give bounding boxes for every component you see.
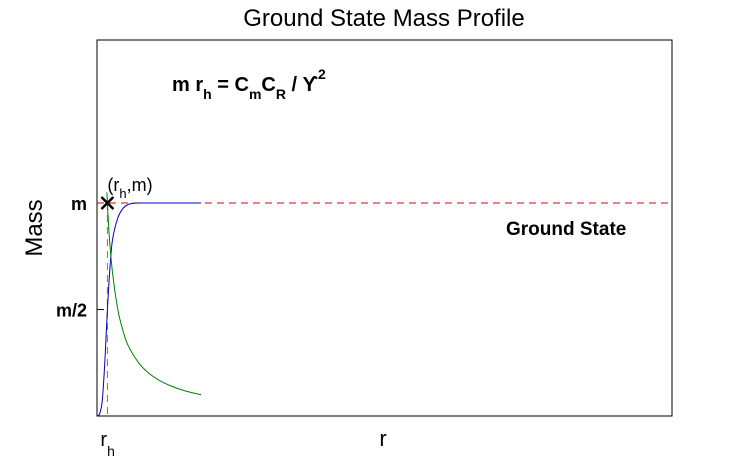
x-axis-label: r (379, 426, 386, 451)
equation-label: m rh = CmCR / ϒ2 (172, 66, 326, 102)
series-layer (97, 192, 202, 416)
ground-state-annotation: Ground State (506, 219, 626, 240)
chart-title: Ground State Mass Profile (243, 5, 524, 32)
rh-m-marker (100, 196, 115, 210)
guide-lines (97, 202, 672, 416)
marker-layer: (rh,m) (100, 175, 153, 210)
y-tick-label-1: m/2 (56, 301, 87, 321)
y-tick-label-0: m (71, 194, 87, 214)
marker-label: (rh,m) (107, 175, 152, 201)
x-tick-label-0: rh (100, 429, 114, 459)
plot-frame (96, 39, 673, 417)
series-mass-radius-line (106, 192, 202, 396)
tick-labels: m m/2 rh (56, 194, 115, 459)
y-axis-label: Mass (21, 199, 48, 256)
series-ground-state-line (97, 202, 202, 416)
